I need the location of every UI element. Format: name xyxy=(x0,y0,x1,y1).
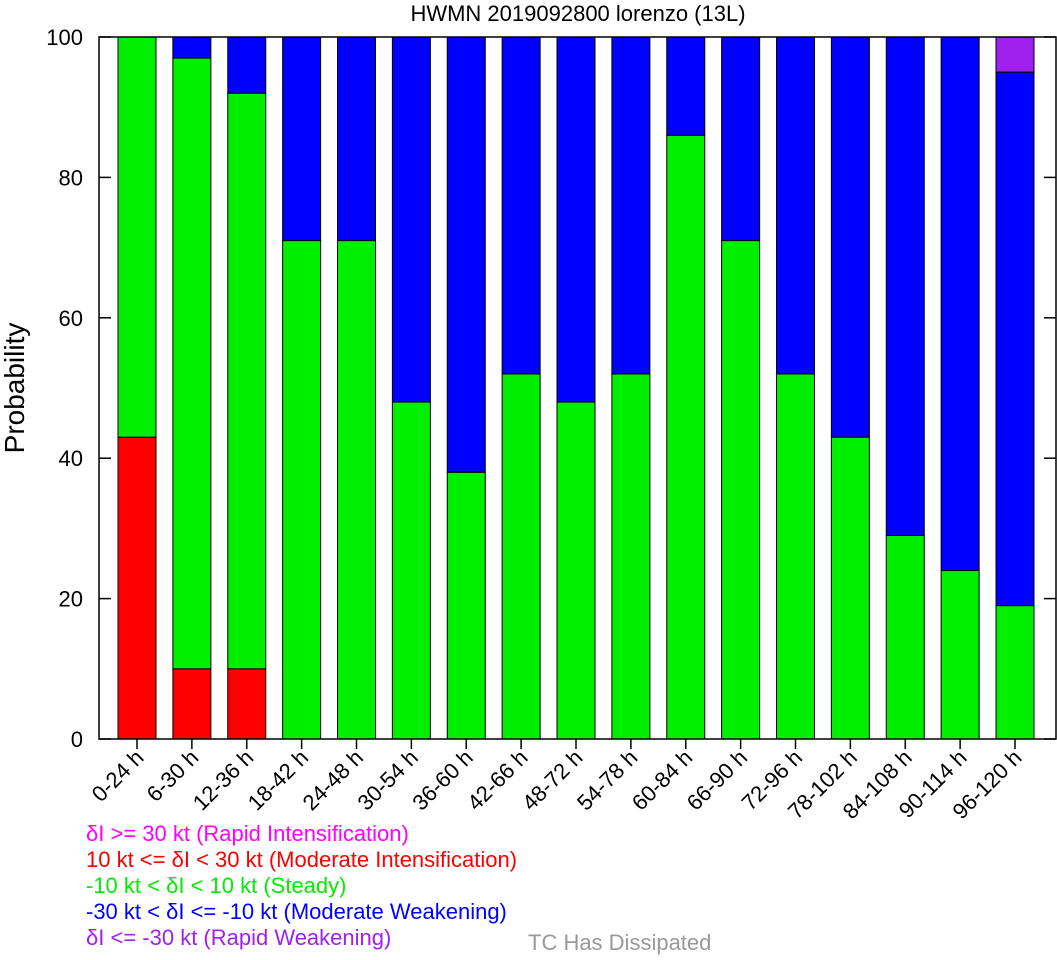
bar-segment xyxy=(227,92,267,670)
x-tick-label: 24-48 h xyxy=(298,745,368,815)
x-tick-label: 42-66 h xyxy=(462,745,532,815)
bar-segment xyxy=(666,36,706,136)
y-axis-label: Probability xyxy=(0,323,30,454)
bar-segment xyxy=(940,570,980,740)
bar-segment xyxy=(666,134,706,740)
bar-segment xyxy=(172,668,212,740)
bar-segment xyxy=(885,36,925,536)
bar-segment xyxy=(776,36,815,375)
bar-segment xyxy=(721,240,761,740)
legend-item-moderate-weakening: -30 kt < δI <= -10 kt (Moderate Weakenin… xyxy=(86,899,507,924)
y-ticks-group: 0 20 40 60 80 100 xyxy=(46,25,1056,752)
bar-segment xyxy=(776,373,815,740)
y-tick-label: 80 xyxy=(59,165,83,190)
x-tick-label: 12-36 h xyxy=(188,745,258,815)
bar-segment xyxy=(227,668,267,740)
bar-segment xyxy=(556,401,596,740)
y-tick-label: 100 xyxy=(46,25,83,50)
legend-item-rapid-intensification: δI >= 30 kt (Rapid Intensification) xyxy=(86,821,409,846)
chart-title: HWMN 2019092800 lorenzo (13L) xyxy=(410,1,745,26)
y-tick-label: 60 xyxy=(59,306,83,331)
bar-segment xyxy=(337,240,376,740)
bar-segment xyxy=(830,436,870,740)
legend-item-rapid-weakening: δI <= -30 kt (Rapid Weakening) xyxy=(86,925,392,950)
bar-segment xyxy=(995,36,1035,73)
bar-segment xyxy=(611,36,651,375)
axes-group xyxy=(98,36,1057,740)
legend: δI >= 30 kt (Rapid Intensification) 10 k… xyxy=(86,821,517,951)
dissipated-label: TC Has Dissipated xyxy=(528,930,712,955)
bar-segment xyxy=(282,240,322,740)
x-tick-label: 30-54 h xyxy=(352,745,422,815)
bar-segment xyxy=(337,36,376,242)
bar-segment xyxy=(501,36,541,375)
x-tick-label: 60-84 h xyxy=(627,745,697,815)
bar-segment xyxy=(611,373,651,740)
bar-segment xyxy=(446,36,486,473)
bar-segment xyxy=(830,36,870,438)
bar-segment xyxy=(117,36,157,438)
x-tick-label: 18-42 h xyxy=(243,745,313,815)
legend-item-moderate-intensification: 10 kt <= δI < 30 kt (Moderate Intensific… xyxy=(86,847,518,872)
bar-segment xyxy=(227,36,267,94)
bar-segment xyxy=(391,401,431,740)
x-ticks-group: 0-24 h6-30 h12-36 h18-42 h24-48 h30-54 h… xyxy=(87,739,1027,824)
bar-segment xyxy=(446,471,486,740)
bar-segment xyxy=(172,57,212,670)
bars-group xyxy=(117,36,1035,740)
bar-segment xyxy=(391,36,431,403)
y-tick-label: 40 xyxy=(59,446,83,471)
plot-frame xyxy=(98,36,1057,740)
bar-segment xyxy=(885,534,925,740)
x-tick-label: 48-72 h xyxy=(517,745,587,815)
bar-segment xyxy=(721,36,761,242)
x-tick-label: 54-78 h xyxy=(572,745,642,815)
bar-segment xyxy=(556,36,596,403)
bar-segment xyxy=(940,36,980,572)
bar-segment xyxy=(172,36,212,59)
bar-segment xyxy=(995,71,1035,607)
y-tick-label: 20 xyxy=(59,587,83,612)
bar-segment xyxy=(282,36,322,242)
x-tick-label: 0-24 h xyxy=(87,745,149,807)
x-tick-label: 66-90 h xyxy=(682,745,752,815)
bar-segment xyxy=(117,436,157,740)
bar-segment xyxy=(995,605,1035,740)
y-tick-label: 0 xyxy=(71,727,83,752)
bar-segment xyxy=(501,373,541,740)
legend-item-steady: -10 kt < δI < 10 kt (Steady) xyxy=(86,873,347,898)
x-tick-label: 36-60 h xyxy=(407,745,477,815)
